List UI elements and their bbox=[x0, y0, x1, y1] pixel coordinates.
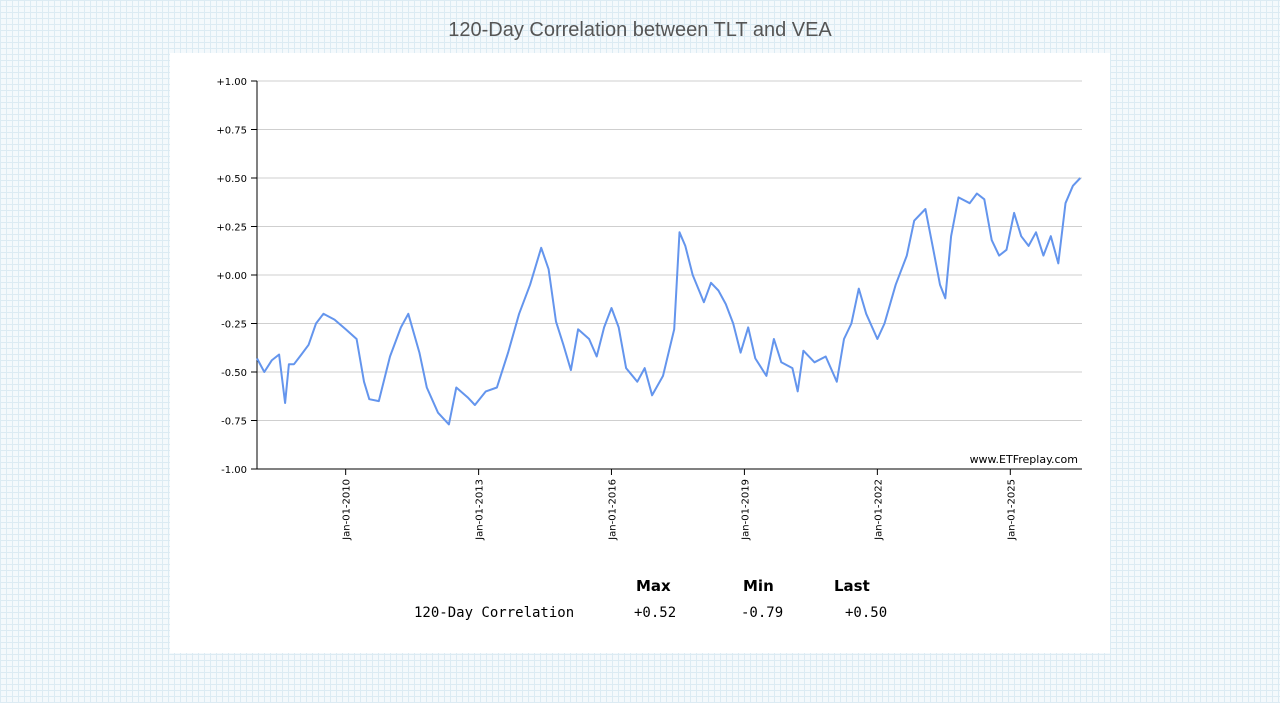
y-tick-label: -0.75 bbox=[221, 417, 247, 428]
stats-value-last: +0.50 bbox=[845, 605, 888, 621]
y-tick-label: -0.50 bbox=[221, 368, 247, 379]
correlation-series-line bbox=[256, 177, 1082, 426]
stats-value-max: +0.52 bbox=[634, 605, 677, 621]
y-tick-label: +0.50 bbox=[216, 174, 247, 185]
y-axis: +1.00 +0.75 +0.50 +0.25 +0.00 -0.25 -0.50 -0.75… bbox=[216, 77, 258, 476]
x-tick-label: Jan-01-2019 bbox=[740, 479, 751, 541]
y-tick-label: +0.00 bbox=[216, 271, 247, 282]
stats-value-min: -0.79 bbox=[741, 605, 784, 621]
x-tick-label: Jan-01-2022 bbox=[873, 479, 884, 541]
chart-panel: +1.00 +0.75 +0.50 +0.25 +0.00 -0.25 -0.50 -0.75… bbox=[170, 53, 1110, 653]
stats-header-max: Max bbox=[636, 577, 671, 595]
y-tick-label: +1.00 bbox=[216, 77, 247, 88]
stats-row-label: 120-Day Correlation bbox=[414, 605, 575, 621]
chart-title: 120-Day Correlation between TLT and VEA bbox=[448, 19, 832, 41]
x-axis: Jan-01-2010 Jan-01-2013 Jan-01-2016 Jan-01-… bbox=[257, 468, 1082, 541]
y-tick-label: -0.25 bbox=[221, 320, 247, 331]
x-tick-label: Jan-01-2013 bbox=[475, 479, 486, 541]
x-tick-label: Jan-01-2016 bbox=[607, 479, 618, 541]
y-tick-label: +0.75 bbox=[216, 126, 247, 137]
grid-lines bbox=[257, 80, 1082, 470]
x-tick-label: Jan-01-2010 bbox=[342, 479, 353, 541]
y-tick-label: -1.00 bbox=[221, 465, 247, 476]
x-tick-label: Jan-01-2025 bbox=[1006, 479, 1017, 541]
watermark-text: www.ETFreplay.com bbox=[970, 453, 1078, 466]
stats-header-min: Min bbox=[743, 577, 774, 595]
chart-area: +1.00 +0.75 +0.50 +0.25 +0.00 -0.25 -0.50 -0.75… bbox=[216, 77, 1082, 541]
y-tick-label: +0.25 bbox=[216, 223, 247, 234]
stats-header-last: Last bbox=[834, 577, 870, 595]
